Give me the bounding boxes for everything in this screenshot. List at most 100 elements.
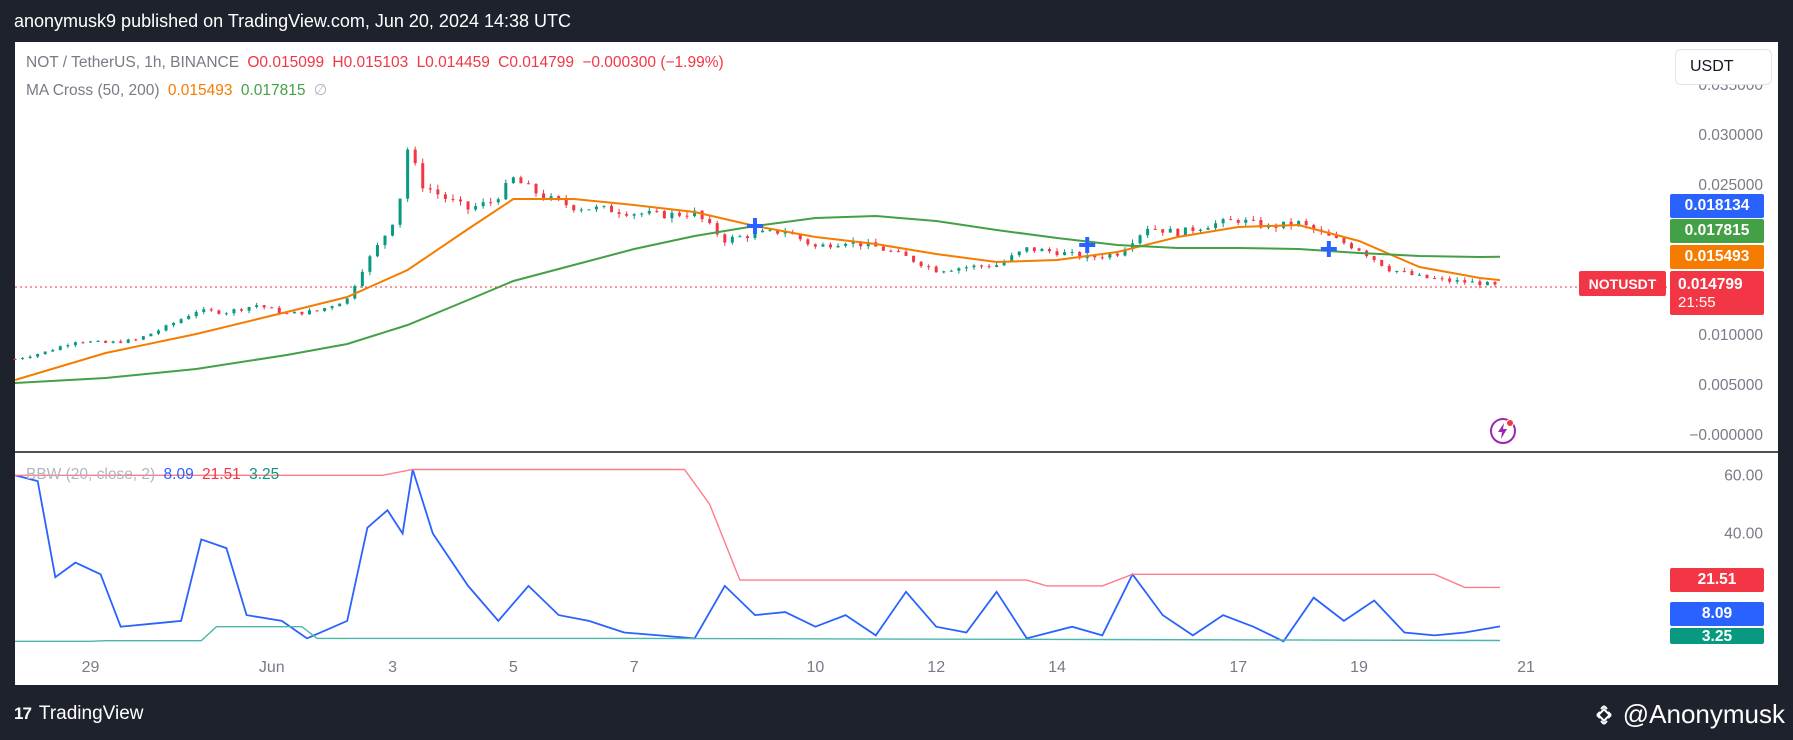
candle-body	[383, 235, 387, 246]
candle-body	[1493, 281, 1497, 285]
candle-body	[1191, 227, 1195, 231]
candle-body	[987, 266, 991, 268]
candle-body	[375, 245, 379, 257]
candle-body	[851, 241, 855, 244]
bbw-layer	[14, 468, 1501, 643]
candle-body	[602, 205, 606, 207]
candle-body	[209, 309, 213, 311]
currency-button[interactable]: USDT	[1675, 49, 1772, 85]
candle-body	[1448, 278, 1452, 282]
tradingview-brand[interactable]: 17 TradingView	[14, 703, 143, 725]
candle-body	[1244, 219, 1248, 223]
publish-header: anonymusk9 published on TradingView.com,…	[0, 0, 1793, 42]
chart-panel[interactable]	[15, 42, 1778, 685]
candle-body	[224, 313, 228, 315]
candle-body	[927, 266, 931, 268]
candle-body	[406, 149, 410, 199]
price-tick-label: 0.025000	[1698, 177, 1763, 194]
candle-body	[96, 340, 100, 342]
footer: 17 TradingView @Anonymusk	[0, 685, 1793, 740]
candle-body	[330, 306, 334, 309]
candle-body	[1395, 270, 1399, 272]
candle-body	[164, 325, 168, 331]
candle-body	[844, 243, 848, 246]
candle-body	[104, 340, 108, 343]
candle-body	[285, 313, 289, 315]
ma-fast-value: 0.015493	[167, 82, 233, 99]
candle-body	[783, 232, 787, 234]
candle-body	[111, 341, 115, 343]
time-tick-label: 10	[806, 659, 824, 676]
candle-body	[73, 342, 77, 346]
candle-body	[504, 182, 508, 200]
bbw-name: BBW (20, close, 2)	[26, 466, 156, 483]
candle-body	[1433, 278, 1437, 280]
lightning-icon[interactable]	[1489, 417, 1517, 445]
candle-body	[307, 310, 311, 315]
candle-body	[730, 236, 734, 243]
candle-body	[1417, 274, 1421, 276]
candle-body	[1478, 281, 1482, 286]
candle-body	[398, 198, 402, 225]
candle-body	[836, 245, 840, 248]
candle-body	[557, 196, 561, 200]
candle-body	[172, 323, 176, 326]
candle-body	[202, 309, 206, 312]
candle-body	[1485, 281, 1489, 286]
candle-body	[43, 351, 47, 355]
high-price-badge: 0.018134	[1670, 194, 1764, 218]
candle-body	[859, 241, 863, 247]
candle-body	[1146, 228, 1150, 236]
candle-body	[13, 359, 17, 360]
candle-body	[685, 215, 689, 217]
candle-body	[1161, 229, 1165, 233]
candle-body	[1229, 219, 1233, 221]
bbw-highest-line	[15, 468, 1500, 589]
candle-body	[617, 212, 621, 214]
candle-body	[980, 265, 984, 267]
candle-body	[1350, 243, 1353, 249]
candle-body	[700, 210, 704, 220]
candle-body	[564, 199, 568, 206]
candle-body	[957, 268, 961, 271]
last-price-badge: 0.014799 21:55	[1670, 271, 1764, 315]
ma-name: MA Cross (50, 200)	[26, 82, 160, 99]
bbw-bbw-line	[14, 469, 1501, 643]
candle-body	[255, 305, 259, 308]
price-tick-label: 0.010000	[1698, 327, 1763, 344]
candle-body	[534, 184, 538, 194]
candle-body	[194, 311, 198, 317]
candle-body	[1093, 255, 1097, 258]
candle-body	[640, 213, 644, 215]
candle-body	[904, 251, 908, 256]
candle-body	[526, 183, 530, 185]
bbw-highest-badge: 21.51	[1670, 568, 1764, 592]
candle-body	[934, 266, 938, 273]
candle-body	[474, 206, 478, 210]
candle-body	[338, 303, 342, 307]
tradingview-logo-icon: 17	[14, 704, 32, 723]
candle-body	[889, 250, 893, 252]
candle-body	[323, 308, 327, 312]
candle-body	[647, 211, 651, 214]
bbw-lowest-line	[15, 626, 1501, 642]
change-value: −0.000300 (−1.99%)	[582, 54, 724, 71]
candle-body	[798, 234, 802, 240]
candle-body	[1342, 238, 1346, 244]
candle-body	[1063, 252, 1067, 256]
candle-body	[549, 196, 553, 200]
candle-body	[723, 234, 727, 243]
candle-body	[964, 267, 968, 269]
candle-body	[738, 236, 742, 238]
candle-body	[972, 265, 976, 268]
bbw-value-badge: 8.09	[1670, 602, 1764, 626]
ma-fast-line	[14, 198, 1501, 381]
candle-body	[1032, 247, 1036, 252]
open-value: O0.015099	[247, 54, 325, 71]
candle-body	[300, 311, 304, 315]
time-tick-label: 5	[509, 659, 518, 676]
candle-body	[1183, 227, 1187, 237]
time-tick-label: Jun	[259, 659, 285, 676]
time-tick-label: 29	[82, 659, 100, 676]
